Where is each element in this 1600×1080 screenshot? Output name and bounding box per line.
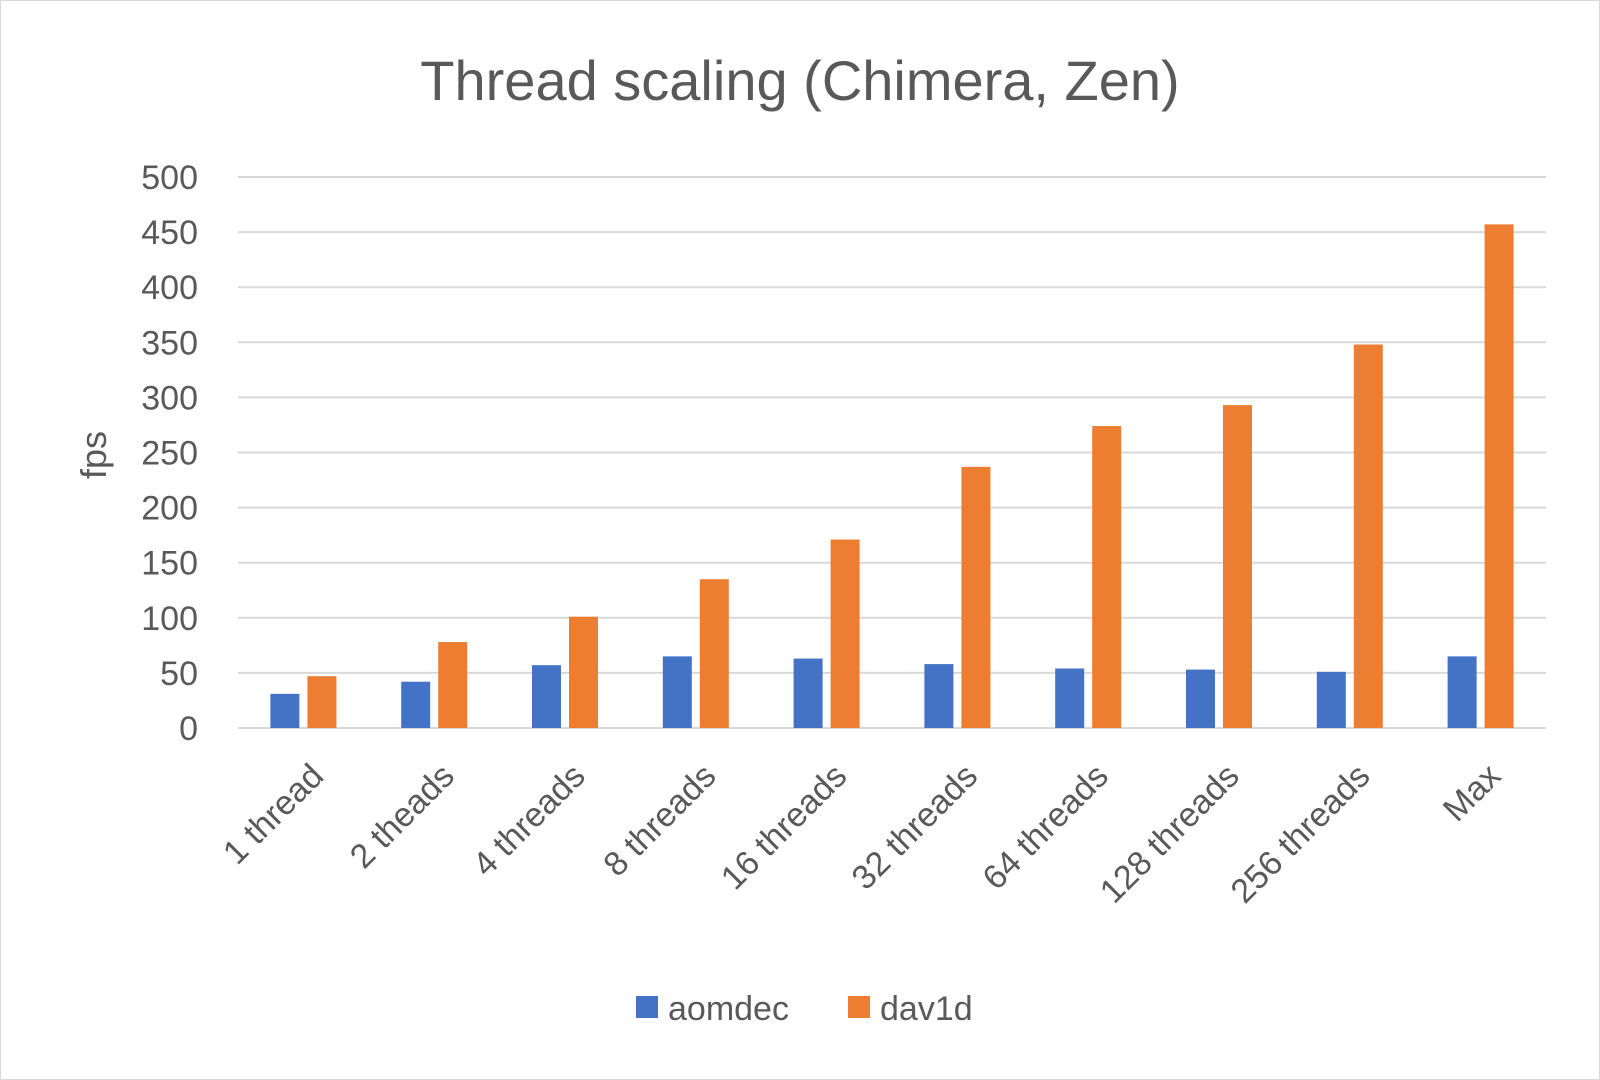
legend-label-aomdec: aomdec: [668, 990, 789, 1028]
y-axis-title: fps: [73, 431, 114, 479]
bar-dav1d-2-theads: [438, 642, 468, 728]
bar-aomdec-2-theads: [401, 681, 431, 728]
y-axis-ticks: 0 50 100 150 200 250 300 350 400 450 500: [141, 159, 198, 748]
legend-swatch-dav1d: [848, 996, 870, 1018]
y-tick-label: 250: [141, 435, 198, 473]
bar-dav1d-64-threads: [1092, 426, 1122, 728]
legend-label-dav1d: dav1d: [880, 990, 973, 1028]
bar-dav1d-128-threads: [1223, 405, 1252, 728]
x-tick-label: 2 theads: [343, 757, 462, 876]
x-tick-label: 1 thread: [216, 757, 331, 872]
bar-aomdec-256-threads: [1316, 671, 1346, 728]
y-tick-label: 100: [141, 600, 198, 638]
x-tick-label: 64 threads: [975, 757, 1115, 897]
bar-dav1d-max: [1484, 224, 1514, 729]
y-tick-label: 400: [141, 269, 198, 307]
bar-aomdec-8-threads: [662, 656, 692, 728]
bar-dav1d-8-threads: [699, 579, 729, 728]
bar-aomdec-max: [1447, 656, 1477, 728]
bar-aomdec-4-threads: [532, 665, 561, 728]
x-tick-label: Max: [1436, 757, 1508, 829]
bars: [270, 224, 1514, 729]
bar-aomdec-128-threads: [1186, 669, 1215, 728]
x-tick-label: 16 threads: [714, 757, 854, 897]
bar-dav1d-1-thread: [307, 676, 337, 728]
gridlines: [238, 176, 1546, 729]
x-tick-label: 256 threads: [1224, 757, 1378, 911]
y-tick-label: 450: [141, 214, 198, 252]
chart-title: Thread scaling (Chimera, Zen): [420, 49, 1179, 112]
x-tick-label: 8 threads: [596, 757, 723, 884]
y-tick-label: 150: [141, 545, 198, 583]
y-tick-label: 350: [141, 324, 198, 362]
x-tick-label: 32 threads: [845, 757, 985, 897]
legend-swatch-aomdec: [636, 996, 658, 1018]
x-tick-label: 128 threads: [1093, 757, 1247, 911]
y-tick-label: 500: [141, 159, 198, 197]
x-tick-label: 4 threads: [466, 757, 593, 884]
y-tick-label: 50: [160, 655, 198, 693]
bar-aomdec-16-threads: [793, 658, 823, 728]
bar-aomdec-1-thread: [270, 693, 300, 728]
bar-dav1d-256-threads: [1353, 344, 1383, 728]
bar-aomdec-32-threads: [924, 664, 954, 728]
y-tick-label: 200: [141, 490, 198, 528]
bar-dav1d-4-threads: [569, 616, 598, 728]
legend: aomdec dav1d: [636, 990, 973, 1028]
bar-aomdec-64-threads: [1055, 668, 1085, 728]
y-tick-label: 300: [141, 379, 198, 417]
y-tick-label: 0: [179, 710, 198, 748]
bar-dav1d-16-threads: [830, 539, 860, 728]
bar-dav1d-32-threads: [961, 466, 991, 728]
